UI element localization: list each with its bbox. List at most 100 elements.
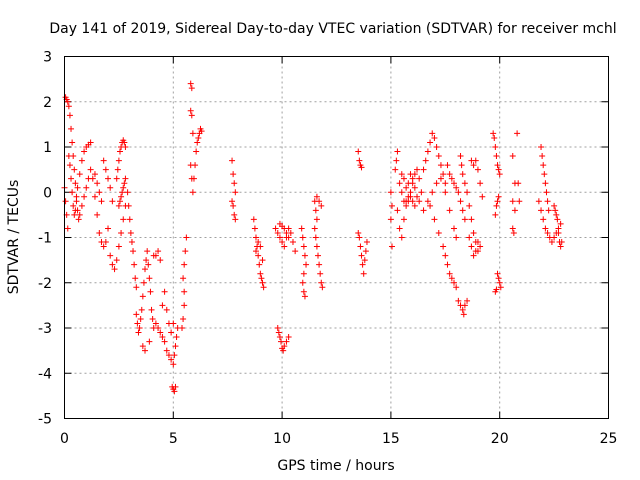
data-point xyxy=(400,175,407,182)
data-point xyxy=(130,248,137,255)
data-point xyxy=(300,270,307,277)
data-point xyxy=(388,243,395,250)
data-point xyxy=(316,261,323,268)
data-point xyxy=(493,202,500,209)
data-point xyxy=(393,157,400,164)
data-point xyxy=(256,261,263,268)
data-point xyxy=(388,202,395,209)
data-point xyxy=(274,325,281,331)
data-point xyxy=(424,198,431,205)
data-point xyxy=(414,193,421,200)
data-point xyxy=(274,229,281,236)
data-point xyxy=(119,189,126,196)
data-point xyxy=(161,338,168,345)
data-point xyxy=(107,184,114,191)
data-point xyxy=(232,216,239,223)
data-point xyxy=(394,148,401,155)
data-point xyxy=(275,329,282,336)
data-point xyxy=(451,180,458,187)
y-tick-label: -4 xyxy=(38,366,52,382)
data-point xyxy=(126,216,133,223)
data-point xyxy=(138,306,145,313)
data-point xyxy=(121,180,128,187)
data-point xyxy=(179,325,186,331)
data-point xyxy=(124,189,131,196)
data-point xyxy=(109,198,116,205)
data-point xyxy=(137,315,144,322)
data-point xyxy=(278,338,285,345)
data-point xyxy=(411,184,418,191)
data-point xyxy=(298,225,305,232)
data-point xyxy=(190,175,197,182)
data-point xyxy=(360,270,367,277)
data-point xyxy=(114,166,121,173)
grid xyxy=(64,56,609,419)
data-point xyxy=(431,216,438,223)
data-point xyxy=(96,229,103,236)
data-point xyxy=(429,130,436,137)
data-point xyxy=(356,157,363,164)
data-point xyxy=(416,198,423,205)
data-point xyxy=(359,261,366,268)
data-point xyxy=(496,279,503,286)
data-point xyxy=(144,248,151,255)
data-point xyxy=(409,198,416,205)
data-point xyxy=(459,171,466,178)
data-point xyxy=(83,184,90,191)
data-point xyxy=(172,383,179,390)
data-point xyxy=(118,229,125,236)
data-point xyxy=(96,189,103,196)
data-point xyxy=(168,329,175,336)
data-point xyxy=(538,207,545,214)
data-point xyxy=(78,202,85,209)
data-point xyxy=(140,279,147,286)
data-point xyxy=(142,266,149,273)
data-point xyxy=(457,198,464,205)
data-point xyxy=(460,311,467,318)
data-point xyxy=(303,261,310,268)
data-point xyxy=(134,320,141,327)
data-point xyxy=(292,248,299,255)
data-point xyxy=(318,279,325,286)
data-point xyxy=(544,229,551,236)
data-point xyxy=(105,225,112,232)
data-point xyxy=(72,207,79,214)
data-point xyxy=(490,130,497,137)
data-point xyxy=(149,315,156,322)
data-point xyxy=(313,193,320,200)
data-point xyxy=(319,284,326,291)
data-point xyxy=(543,189,550,196)
data-point xyxy=(461,180,468,187)
data-point xyxy=(442,189,449,196)
data-point xyxy=(161,288,168,295)
data-point xyxy=(257,243,264,250)
data-point xyxy=(189,189,196,196)
data-point xyxy=(540,216,547,223)
data-point xyxy=(538,144,545,150)
data-point xyxy=(418,189,425,196)
data-point xyxy=(455,189,462,196)
data-point xyxy=(472,248,479,255)
data-point xyxy=(229,198,236,205)
data-point xyxy=(458,162,465,169)
data-point xyxy=(81,148,88,155)
y-tick-label: 2 xyxy=(43,95,52,111)
data-point xyxy=(358,252,365,259)
data-point xyxy=(387,189,394,196)
data-point xyxy=(437,162,444,169)
y-tick-label: -1 xyxy=(38,231,52,247)
data-point xyxy=(70,202,77,209)
data-point xyxy=(136,325,143,331)
data-point xyxy=(551,202,558,209)
data-point xyxy=(155,325,162,331)
data-point xyxy=(188,85,195,92)
data-point xyxy=(316,198,323,205)
data-point xyxy=(313,243,320,250)
data-point xyxy=(120,216,127,223)
data-point xyxy=(398,189,405,196)
data-point xyxy=(313,216,320,223)
data-point xyxy=(72,180,79,187)
data-point xyxy=(66,162,73,169)
